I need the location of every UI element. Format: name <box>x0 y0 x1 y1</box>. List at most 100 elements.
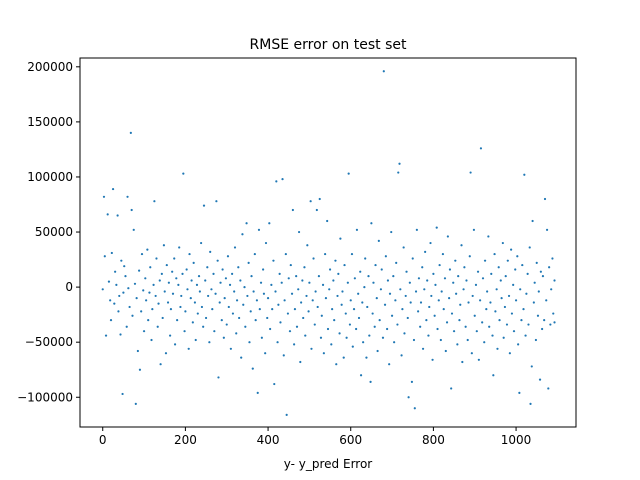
data-point <box>202 204 206 207</box>
data-point <box>505 323 509 326</box>
data-point <box>407 396 410 399</box>
data-point <box>279 321 282 324</box>
data-point <box>142 330 146 333</box>
data-point <box>465 279 468 282</box>
y-tick-label: −100000 <box>17 390 73 404</box>
data-point <box>235 332 238 335</box>
data-point <box>410 380 414 383</box>
data-point <box>311 299 314 302</box>
data-point <box>248 341 251 344</box>
data-point <box>377 239 380 242</box>
data-point <box>297 288 300 291</box>
data-point <box>262 268 265 271</box>
data-point <box>376 349 379 353</box>
data-point <box>469 171 472 174</box>
data-point <box>217 376 220 379</box>
data-point <box>493 252 496 256</box>
data-point <box>173 257 176 260</box>
data-point <box>398 162 401 165</box>
data-point <box>486 290 489 293</box>
data-point <box>404 294 407 298</box>
data-point <box>498 319 501 322</box>
data-point <box>525 292 528 295</box>
data-point <box>440 290 443 293</box>
data-point <box>485 308 488 311</box>
data-point <box>281 178 284 181</box>
data-point <box>243 286 246 289</box>
data-point <box>238 316 241 320</box>
data-point <box>500 297 503 300</box>
data-point <box>313 323 316 326</box>
data-point <box>408 281 411 284</box>
data-point <box>489 301 492 304</box>
data-point <box>316 305 319 309</box>
data-point <box>133 282 137 285</box>
data-point <box>403 332 406 335</box>
data-point <box>183 330 186 333</box>
data-point <box>495 288 498 291</box>
data-point <box>417 277 421 280</box>
data-point <box>304 334 307 337</box>
data-point <box>528 246 531 249</box>
x-tick-label: 600 <box>339 433 362 447</box>
data-point <box>127 287 130 290</box>
data-point <box>198 290 201 293</box>
data-point <box>359 374 363 377</box>
data-point <box>129 131 132 134</box>
data-point <box>402 246 405 249</box>
data-point <box>239 279 242 282</box>
data-point <box>273 382 276 386</box>
data-point <box>275 180 278 183</box>
data-point <box>370 222 373 225</box>
data-point <box>295 325 299 328</box>
data-point <box>157 302 160 305</box>
data-point <box>424 250 427 253</box>
data-point <box>140 310 143 313</box>
data-point <box>291 208 294 212</box>
data-point <box>153 200 156 203</box>
data-point <box>274 290 277 293</box>
data-point <box>415 228 418 231</box>
data-point <box>280 281 283 284</box>
data-point <box>134 402 137 405</box>
data-point <box>282 354 285 357</box>
data-point <box>467 301 470 304</box>
data-point <box>543 197 547 201</box>
data-point <box>221 268 224 271</box>
data-point <box>432 272 435 275</box>
data-point <box>135 297 138 300</box>
y-axis-ticks: −100000 −50000 0 50000 100000 150000 200000 <box>17 60 80 404</box>
data-point <box>375 297 378 300</box>
data-point <box>461 360 464 364</box>
data-point <box>253 252 256 256</box>
data-point <box>537 290 540 293</box>
data-point <box>423 288 426 291</box>
data-point <box>477 358 480 361</box>
data-point <box>260 336 263 339</box>
data-point <box>512 330 516 333</box>
data-point <box>146 248 149 251</box>
data-point <box>512 283 515 287</box>
data-point <box>251 367 254 370</box>
data-point <box>499 279 502 282</box>
data-point <box>180 294 183 298</box>
data-point <box>521 263 524 267</box>
data-point <box>471 294 474 298</box>
data-point <box>339 237 342 240</box>
data-point <box>276 341 279 344</box>
data-point <box>190 279 193 282</box>
data-point <box>541 327 544 331</box>
data-point <box>255 299 259 302</box>
data-point <box>405 270 408 273</box>
data-point <box>519 288 522 291</box>
data-point <box>520 319 523 322</box>
data-point <box>181 272 184 275</box>
data-point <box>250 275 253 278</box>
data-point <box>328 288 331 291</box>
data-point <box>225 323 228 326</box>
data-point <box>196 312 199 315</box>
data-point <box>439 338 442 342</box>
data-point <box>361 301 364 304</box>
data-point <box>132 228 135 231</box>
data-point <box>531 219 534 223</box>
